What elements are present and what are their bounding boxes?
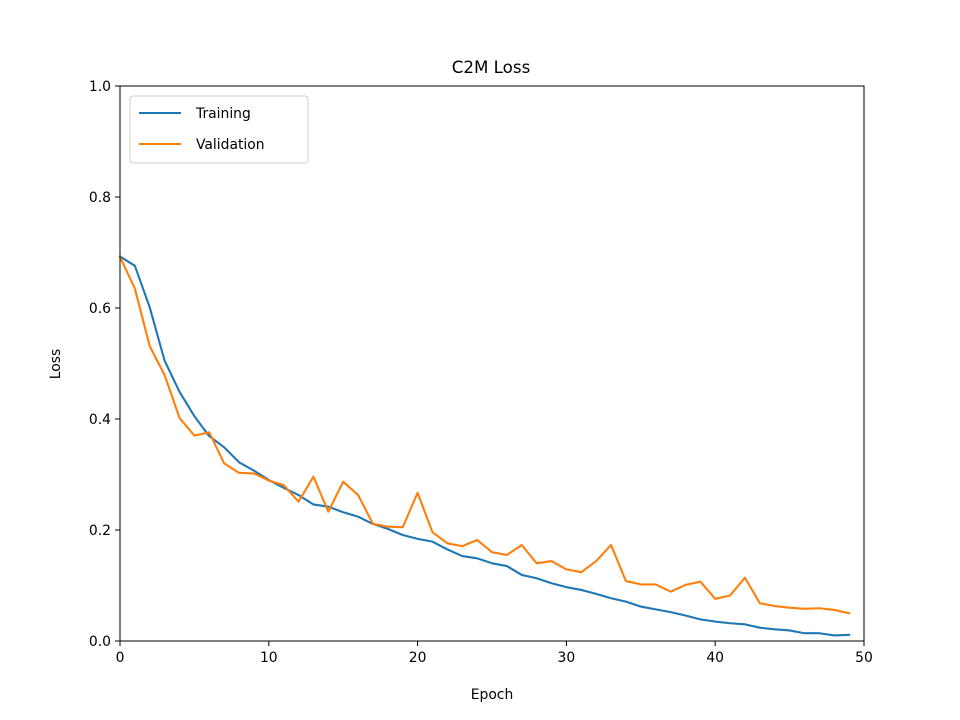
y-tick-label-5: 1.0 (89, 79, 111, 95)
plot-lines (118, 254, 851, 637)
plot-frame (119, 85, 865, 642)
chart-title: C2M Loss (452, 57, 531, 77)
y-axis-label: Loss (48, 349, 64, 379)
x-tick-label-1: 10 (260, 650, 278, 666)
y-axis: 0.0 0.2 0.4 0.6 0.8 1.0 (89, 79, 120, 650)
series-line-validation (118, 255, 851, 615)
legend-label-training: Training (195, 106, 251, 122)
y-tick-label-4: 0.8 (89, 190, 111, 206)
y-tick-label-0: 0.0 (89, 634, 111, 650)
y-tick-label-3: 0.6 (89, 301, 111, 317)
x-tick-label-3: 30 (558, 650, 576, 666)
legend: Training Validation (129, 95, 309, 164)
series-line-training (118, 254, 851, 637)
x-tick-label-0: 0 (116, 650, 125, 666)
y-tick-label-2: 0.4 (89, 412, 111, 428)
x-tick-label-2: 20 (409, 650, 427, 666)
x-tick-label-4: 40 (706, 650, 724, 666)
legend-label-validation: Validation (196, 137, 265, 153)
x-axis: 0 10 20 30 40 50 (116, 641, 873, 666)
y-tick-label-1: 0.2 (89, 523, 111, 539)
x-axis-label: Epoch (471, 687, 514, 703)
x-tick-label-5: 50 (855, 650, 873, 666)
